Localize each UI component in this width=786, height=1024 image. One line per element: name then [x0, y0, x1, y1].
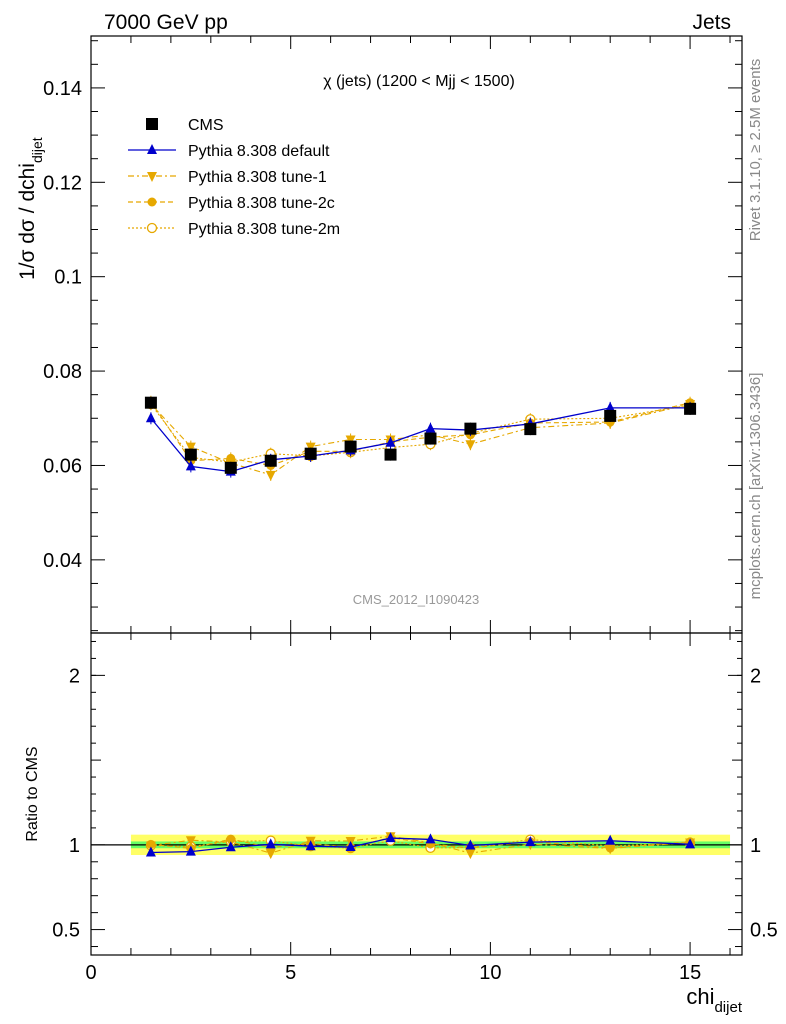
point-tune1 — [345, 435, 356, 446]
main-y-tick-label: 0.08 — [43, 361, 82, 383]
ratio-line-tune1 — [150, 835, 691, 854]
x-tick-label: 15 — [679, 962, 701, 984]
ratio-point-default — [145, 846, 156, 857]
ratio-panel: 0.5 0.5 1 1 2 2 0 5 10 15 Ratio to CMS chidijet — [24, 632, 778, 1016]
point-default — [185, 460, 196, 471]
ratio-point-tune1 — [605, 844, 616, 855]
main-y-tick-label: 0.12 — [43, 172, 82, 194]
legend-marker-cms — [146, 118, 158, 130]
ratio-point-default — [305, 840, 316, 851]
ratio-point-tune1 — [265, 849, 276, 860]
ratio-line-tune2m — [150, 839, 691, 849]
ratio-y-axis-label: Ratio to CMS — [24, 746, 41, 841]
ratio-y-tick-label-right: 1 — [750, 835, 761, 857]
x-tick-labels: 0 5 10 15 — [85, 962, 701, 984]
x-axis-label-sub: dijet — [714, 999, 742, 1016]
ratio-line-tune2c — [150, 836, 691, 849]
series-line-tune2m — [150, 403, 691, 463]
point-tune1 — [185, 442, 196, 453]
legend-label-default: Pythia 8.308 default — [188, 143, 330, 160]
point-cms — [264, 454, 277, 467]
main-y-tick-label: 0.1 — [54, 267, 82, 289]
series-line-default — [150, 407, 691, 473]
ratio-point-default — [525, 836, 536, 847]
series-line-tune1 — [150, 403, 691, 476]
ratio-axis-ticks — [90, 633, 742, 955]
point-default — [605, 401, 616, 412]
ratio-point-default — [465, 839, 476, 850]
point-cms — [384, 448, 397, 461]
x-axis-label: chidijet — [686, 984, 742, 1016]
ratio-point-default — [385, 832, 396, 843]
series-line-tune2c — [150, 401, 691, 467]
point-tune1 — [265, 470, 276, 481]
x-tick-label: 0 — [85, 962, 96, 984]
point-tune1 — [465, 440, 476, 451]
point-cms — [304, 447, 317, 460]
main-y-tick-labels: 0.04 0.06 0.08 0.1 0.12 0.14 — [43, 78, 82, 572]
point-cms — [144, 396, 157, 409]
point-cms — [344, 440, 357, 453]
header-right: Jets — [692, 11, 731, 34]
point-cms — [464, 422, 477, 435]
legend-label-tune2c: Pythia 8.308 tune-2c — [188, 195, 335, 212]
main-ylabel-text: 1/σ dσ / dchi — [16, 163, 39, 280]
ratio-line-default — [150, 837, 691, 854]
main-y-tick-label: 0.06 — [43, 455, 82, 477]
main-ylabel-sub: dijet — [29, 137, 45, 163]
legend-label-tune2m: Pythia 8.308 tune-2m — [188, 221, 340, 238]
point-cms — [684, 402, 697, 415]
ratio-point-tune1 — [465, 849, 476, 860]
ratio-point-default — [605, 834, 616, 845]
ratio-y-tick-label: 1 — [69, 835, 80, 857]
ratio-y-tick-label-right: 2 — [750, 665, 761, 687]
point-default — [145, 412, 156, 423]
point-cms — [604, 409, 617, 422]
legend: CMS Pythia 8.308 default Pythia 8.308 tune… — [128, 117, 340, 238]
analysis-watermark: CMS_2012_I1090423 — [353, 592, 480, 607]
legend-marker-tune2c — [147, 197, 157, 207]
ratio-series — [145, 832, 696, 860]
main-y-tick-label: 0.14 — [43, 78, 82, 100]
ratio-point-default — [425, 833, 436, 844]
ratio-point-default — [685, 838, 696, 849]
point-cms — [424, 432, 437, 445]
x-axis-label-text: chi — [686, 984, 714, 1009]
ratio-y-tick-label: 2 — [69, 665, 80, 687]
svg-text:1/σ dσ / dchidijet: 1/σ dσ / dchidijet — [16, 137, 45, 280]
main-axis-ticks — [90, 36, 742, 633]
point-tune1 — [305, 442, 316, 453]
point-default — [425, 422, 436, 433]
x-tick-label: 5 — [285, 962, 296, 984]
legend-marker-default — [147, 144, 157, 154]
mcplots-label: mcplots.cern.ch [arXiv:1306.3436] — [747, 373, 764, 600]
rivet-label: Rivet 3.1.10, ≥ 2.5M events — [747, 59, 764, 242]
ratio-y-tick-label: 0.5 — [52, 920, 80, 942]
legend-label-cms: CMS — [188, 117, 224, 134]
ratio-point-default — [225, 841, 236, 852]
ratio-frame — [90, 632, 743, 956]
ratio-y-tick-labels: 0.5 0.5 1 1 2 2 — [52, 665, 778, 941]
main-title: χ (jets) (1200 < Mjj < 1500) — [323, 73, 515, 90]
x-tick-label: 10 — [479, 962, 501, 984]
ratio-point-tune1 — [185, 836, 196, 847]
point-cms — [184, 448, 197, 461]
legend-label-tune1: Pythia 8.308 tune-1 — [188, 169, 327, 186]
main-panel: 0.04 0.06 0.08 0.1 0.12 0.14 χ (jets) (1200 <… — [16, 35, 743, 634]
ratio-point-default — [185, 845, 196, 856]
ratio-point-default — [265, 838, 276, 849]
ratio-point-default — [345, 841, 356, 852]
main-y-axis-label: 1/σ dσ / dchidijet — [16, 137, 45, 280]
point-cms — [224, 461, 237, 474]
legend-marker-tune1 — [147, 172, 157, 182]
legend-marker-tune2m — [146, 222, 158, 234]
main-y-tick-label: 0.04 — [43, 550, 82, 572]
ratio-y-tick-label-right: 0.5 — [750, 920, 778, 942]
point-default — [385, 436, 396, 447]
header-left: 7000 GeV pp — [104, 11, 228, 34]
main-series — [144, 395, 697, 481]
point-cms — [524, 423, 537, 436]
